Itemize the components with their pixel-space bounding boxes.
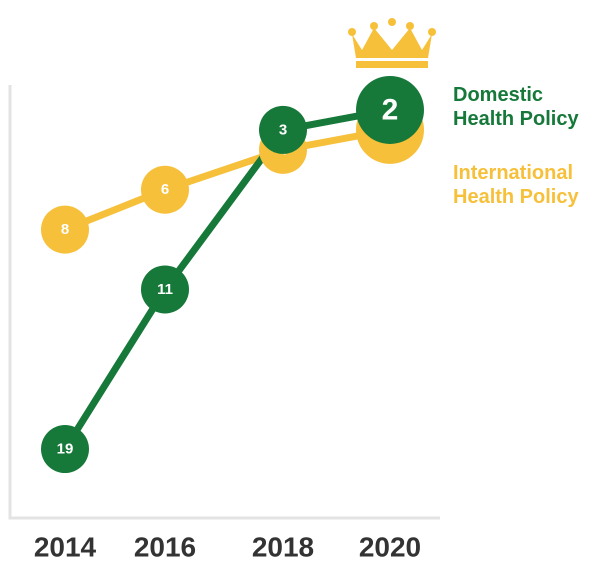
series-line [62, 106, 391, 451]
point [41, 205, 89, 254]
crown [348, 18, 436, 68]
x-tick-label: 2016 [134, 532, 196, 563]
legend-entry: Domestic Health Policy [453, 84, 579, 130]
x-tick-label: 2014 [34, 532, 97, 563]
data-label: 8 [61, 221, 69, 238]
data-label: 11 [157, 281, 173, 298]
point [356, 75, 424, 144]
data-label: 2 [382, 93, 399, 126]
axis-frame [8, 85, 440, 520]
point [41, 425, 89, 474]
point [141, 265, 189, 314]
data-label: 19 [57, 441, 74, 458]
point [259, 105, 307, 154]
x-tick-label: 2020 [359, 532, 421, 563]
data-label: 3 [279, 121, 287, 138]
x-tick-label: 2018 [252, 532, 314, 563]
series-line [63, 126, 391, 233]
legend-entry: International Health Policy [453, 162, 579, 208]
point [141, 165, 189, 214]
data-label: 6 [161, 181, 169, 198]
